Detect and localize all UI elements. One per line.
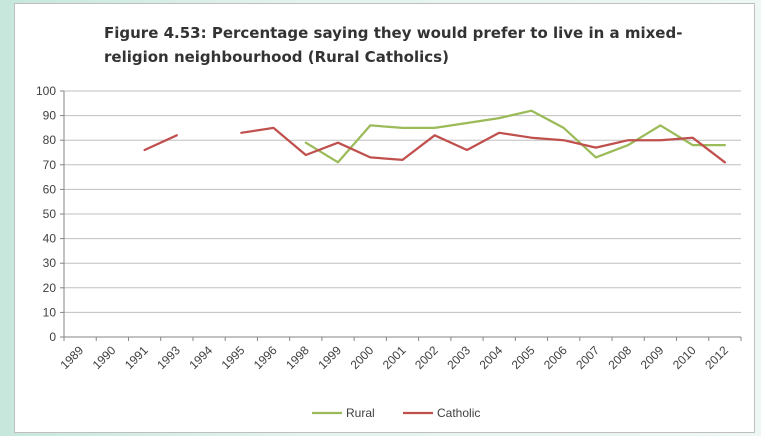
x-tick-label: 1991 xyxy=(122,343,151,372)
x-tick-label: 1996 xyxy=(251,343,280,372)
legend: Rural Catholic xyxy=(312,406,480,420)
y-tick-label: 70 xyxy=(43,158,57,172)
y-tick-label: 80 xyxy=(43,133,57,147)
x-tick-label: 1995 xyxy=(219,343,248,372)
y-axis-tick-labels: 0 10 20 30 40 50 60 70 80 90 100 xyxy=(36,84,56,344)
x-tick-label: 1993 xyxy=(154,343,183,372)
x-tick-label: 2012 xyxy=(702,343,731,372)
x-tick-label: 2001 xyxy=(380,343,409,372)
chart-title-line-1: Figure 4.53: Percentage saying they woul… xyxy=(104,24,682,42)
x-tick-label: 2000 xyxy=(348,343,377,372)
y-tick-label: 60 xyxy=(43,182,57,196)
x-tick-label: 2007 xyxy=(573,343,602,372)
x-tick-label: 1998 xyxy=(283,343,312,372)
series-lines xyxy=(143,109,727,164)
y-tick-label: 30 xyxy=(43,256,57,270)
y-tick-label: 40 xyxy=(43,232,57,246)
y-tick-label: 50 xyxy=(43,207,57,221)
chart-title-line-2: religion neighbourhood (Rural Catholics) xyxy=(104,48,449,66)
x-tick-label: 1999 xyxy=(315,343,344,372)
x-tick-label: 2006 xyxy=(541,343,570,372)
x-tick-label: 2005 xyxy=(509,343,538,372)
x-tick-label: 2010 xyxy=(670,343,699,372)
series-catholic xyxy=(143,126,727,164)
chart-title: Figure 4.53: Percentage saying they woul… xyxy=(104,24,682,66)
x-tick-label: 2009 xyxy=(638,343,667,372)
y-tick-label: 10 xyxy=(43,305,57,319)
chart-frame xyxy=(14,3,755,433)
x-tick-label: 2008 xyxy=(606,343,635,372)
x-tick-label: 1989 xyxy=(57,343,86,372)
axes xyxy=(60,90,742,341)
y-tick-label: 100 xyxy=(36,84,56,98)
series-line-segment xyxy=(143,134,178,152)
x-tick-label: 2003 xyxy=(444,343,473,372)
x-tick-label: 1990 xyxy=(90,343,119,372)
legend-label-catholic: Catholic xyxy=(437,406,480,420)
y-tick-label: 0 xyxy=(49,330,56,344)
series-rural xyxy=(304,109,727,164)
gridlines xyxy=(64,90,741,313)
x-axis-tick-labels: 1989 1990 1991 1993 1994 1995 1996 1998 1999 2000… xyxy=(57,343,731,372)
series-line-segment xyxy=(240,126,727,164)
y-tick-label: 90 xyxy=(43,109,57,123)
x-tick-label: 2002 xyxy=(412,343,441,372)
series-line-segment xyxy=(304,109,727,164)
legend-label-rural: Rural xyxy=(346,406,375,420)
x-tick-label: 1994 xyxy=(186,343,215,372)
y-tick-label: 20 xyxy=(43,281,57,295)
x-tick-label: 2004 xyxy=(477,343,506,372)
